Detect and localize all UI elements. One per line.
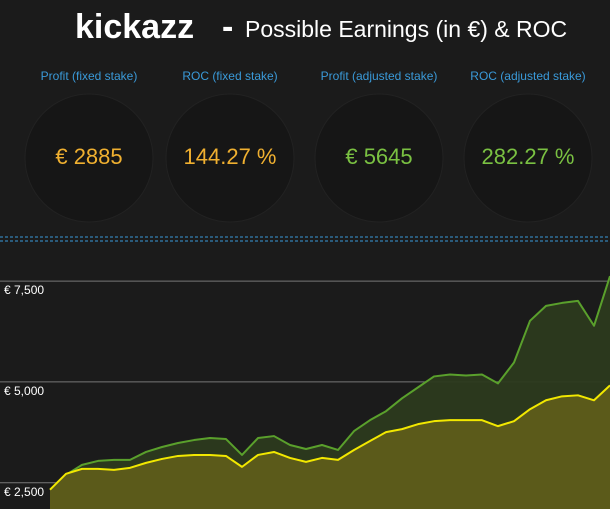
- y-tick-label: € 5,000: [4, 384, 44, 398]
- kpi-value: € 5645: [345, 144, 412, 169]
- kpi-label: Profit (adjusted stake): [321, 69, 438, 83]
- kpi-value: 282.27 %: [482, 144, 575, 169]
- line: [49, 275, 610, 491]
- kpi-label: ROC (fixed stake): [182, 69, 277, 83]
- y-tick-label: € 2,500: [4, 485, 44, 499]
- line: [49, 384, 610, 491]
- area-fill: [50, 385, 610, 509]
- subtitle: Possible Earnings (in €) & ROC: [245, 16, 567, 42]
- kpi-circle: [165, 93, 295, 223]
- kpi-circle: [463, 93, 593, 223]
- title: kickazz: [75, 8, 194, 46]
- kpi-circle: [314, 93, 444, 223]
- kpi-value: € 2885: [55, 144, 122, 169]
- kpi-label: Profit (fixed stake): [41, 69, 138, 83]
- kpi-label: ROC (adjusted stake): [470, 69, 585, 83]
- y-tick-label: € 7,500: [4, 283, 44, 297]
- title-dash: -: [222, 8, 233, 46]
- kpi-value: 144.27 %: [184, 144, 277, 169]
- kpi-circle: [24, 93, 154, 223]
